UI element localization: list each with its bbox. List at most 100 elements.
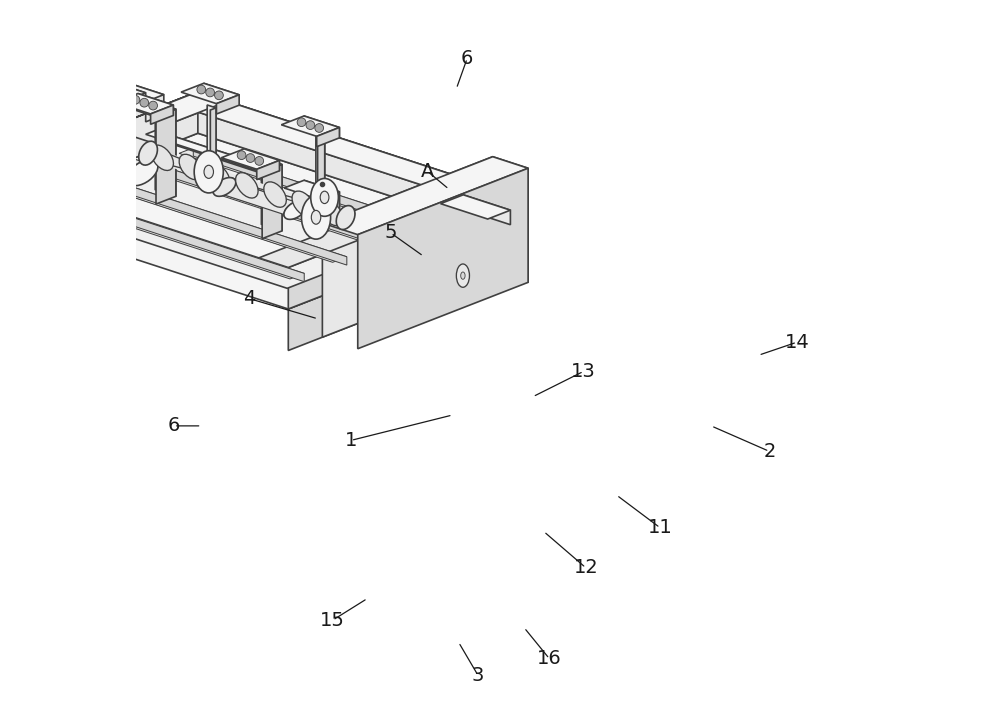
Polygon shape <box>198 133 493 271</box>
Ellipse shape <box>456 264 469 288</box>
Polygon shape <box>257 160 279 180</box>
Text: 1: 1 <box>345 431 357 450</box>
Polygon shape <box>221 149 279 170</box>
Ellipse shape <box>204 165 213 178</box>
Polygon shape <box>146 130 262 169</box>
Polygon shape <box>304 116 339 138</box>
Text: 12: 12 <box>574 558 598 577</box>
Polygon shape <box>151 145 173 170</box>
Ellipse shape <box>72 114 82 136</box>
Polygon shape <box>264 182 286 207</box>
Polygon shape <box>181 83 239 103</box>
Polygon shape <box>207 105 216 164</box>
Polygon shape <box>179 154 202 180</box>
Polygon shape <box>37 82 123 166</box>
Polygon shape <box>320 191 339 224</box>
Polygon shape <box>139 141 355 221</box>
Polygon shape <box>22 52 37 165</box>
Polygon shape <box>204 83 239 105</box>
Text: 4: 4 <box>243 289 255 308</box>
Polygon shape <box>281 116 339 136</box>
Polygon shape <box>358 168 528 349</box>
Text: 2: 2 <box>763 442 776 461</box>
Polygon shape <box>97 180 347 262</box>
Polygon shape <box>135 103 176 117</box>
Text: 15: 15 <box>320 611 345 630</box>
Polygon shape <box>127 160 158 186</box>
Polygon shape <box>316 133 325 207</box>
Text: 11: 11 <box>648 518 673 537</box>
Text: 16: 16 <box>537 649 562 668</box>
Ellipse shape <box>320 191 329 204</box>
Polygon shape <box>318 136 325 210</box>
Polygon shape <box>441 195 510 219</box>
Polygon shape <box>236 173 258 198</box>
Polygon shape <box>169 92 493 199</box>
Polygon shape <box>37 82 164 128</box>
Polygon shape <box>0 65 146 116</box>
Polygon shape <box>138 93 173 116</box>
Polygon shape <box>21 125 52 151</box>
Polygon shape <box>242 158 282 173</box>
Polygon shape <box>151 105 173 124</box>
Ellipse shape <box>194 151 223 193</box>
Polygon shape <box>493 157 528 282</box>
Circle shape <box>246 154 255 162</box>
Circle shape <box>306 121 315 130</box>
Polygon shape <box>0 92 227 181</box>
Polygon shape <box>322 157 493 337</box>
Polygon shape <box>31 143 51 164</box>
Polygon shape <box>284 181 339 199</box>
Polygon shape <box>244 149 279 171</box>
Text: 5: 5 <box>385 223 397 242</box>
Text: 13: 13 <box>571 362 596 381</box>
Circle shape <box>237 151 246 159</box>
Polygon shape <box>0 92 227 181</box>
Polygon shape <box>336 205 355 229</box>
Polygon shape <box>111 180 347 265</box>
Circle shape <box>215 91 223 100</box>
Polygon shape <box>213 178 236 197</box>
Polygon shape <box>0 52 146 104</box>
Polygon shape <box>179 148 429 230</box>
Circle shape <box>297 118 306 127</box>
Polygon shape <box>156 109 176 204</box>
Polygon shape <box>0 92 198 213</box>
Ellipse shape <box>311 210 321 224</box>
Polygon shape <box>0 160 317 267</box>
Polygon shape <box>0 52 37 68</box>
Polygon shape <box>463 195 510 225</box>
Polygon shape <box>0 160 317 267</box>
Polygon shape <box>5 143 51 159</box>
Polygon shape <box>155 103 176 197</box>
Polygon shape <box>322 157 528 234</box>
Text: 14: 14 <box>785 333 809 352</box>
Circle shape <box>197 85 206 94</box>
Polygon shape <box>207 164 230 189</box>
Polygon shape <box>262 165 282 239</box>
Circle shape <box>315 124 324 132</box>
Polygon shape <box>216 95 239 114</box>
Polygon shape <box>139 163 389 246</box>
Circle shape <box>140 98 149 107</box>
Polygon shape <box>0 52 22 171</box>
Ellipse shape <box>311 178 338 216</box>
Polygon shape <box>210 108 216 166</box>
Polygon shape <box>292 191 315 216</box>
Polygon shape <box>304 181 339 217</box>
Polygon shape <box>259 178 493 267</box>
Polygon shape <box>213 178 307 215</box>
Circle shape <box>255 157 264 165</box>
Polygon shape <box>198 92 493 229</box>
Polygon shape <box>54 197 304 279</box>
Polygon shape <box>288 229 493 350</box>
Text: 6: 6 <box>461 49 473 68</box>
Polygon shape <box>115 93 173 114</box>
Ellipse shape <box>461 272 465 280</box>
Ellipse shape <box>63 94 91 157</box>
Polygon shape <box>288 188 493 309</box>
Polygon shape <box>156 130 262 173</box>
Polygon shape <box>123 82 164 146</box>
Polygon shape <box>317 127 339 147</box>
Circle shape <box>149 101 157 110</box>
